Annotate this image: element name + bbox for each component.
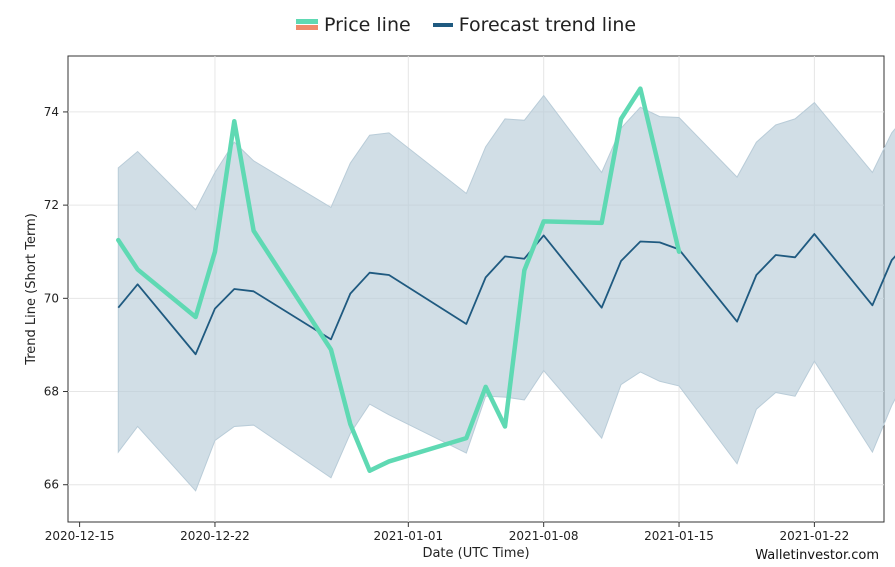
- series: [116, 86, 895, 473]
- legend-forecast-label: Forecast trend line: [458, 14, 637, 36]
- x-tick-label: 2021-01-15: [644, 529, 714, 543]
- forecast-band: [117, 94, 895, 492]
- x-tick-label: 2020-12-15: [45, 529, 115, 543]
- x-tick-label: 2021-01-08: [509, 529, 579, 543]
- y-tick-label: 70: [44, 291, 59, 305]
- legend-item-forecast: Forecast trend line: [432, 14, 637, 36]
- legend: Price line Forecast trend line: [296, 14, 658, 36]
- x-tick-label: 2021-01-22: [780, 529, 850, 543]
- price-line: [116, 86, 682, 473]
- watermark: Walletinvestor.com: [755, 548, 879, 563]
- y-tick-label: 68: [44, 385, 59, 399]
- x-tick-label: 2020-12-22: [180, 529, 250, 543]
- legend-price-label: Price line: [324, 14, 411, 36]
- x-axis-label: Date (UTC Time): [422, 546, 529, 561]
- forecast-range-band: [117, 94, 895, 492]
- forecast-trend-line: [117, 233, 895, 356]
- forecast-legend-swatch: [432, 23, 453, 27]
- price-legend-swatch: [296, 19, 318, 31]
- x-tick-label: 2021-01-01: [373, 529, 443, 543]
- legend-item-price: Price line: [296, 14, 411, 36]
- y-tick-label: 66: [44, 478, 59, 492]
- y-tick-label: 74: [44, 105, 59, 119]
- y-axis-label: Trend Line (Short Term): [24, 213, 39, 366]
- axes: 66 68 70 72 74 2020-12-15 2020-12-22 2021-01-01…: [44, 105, 850, 543]
- y-tick-label: 72: [44, 198, 59, 212]
